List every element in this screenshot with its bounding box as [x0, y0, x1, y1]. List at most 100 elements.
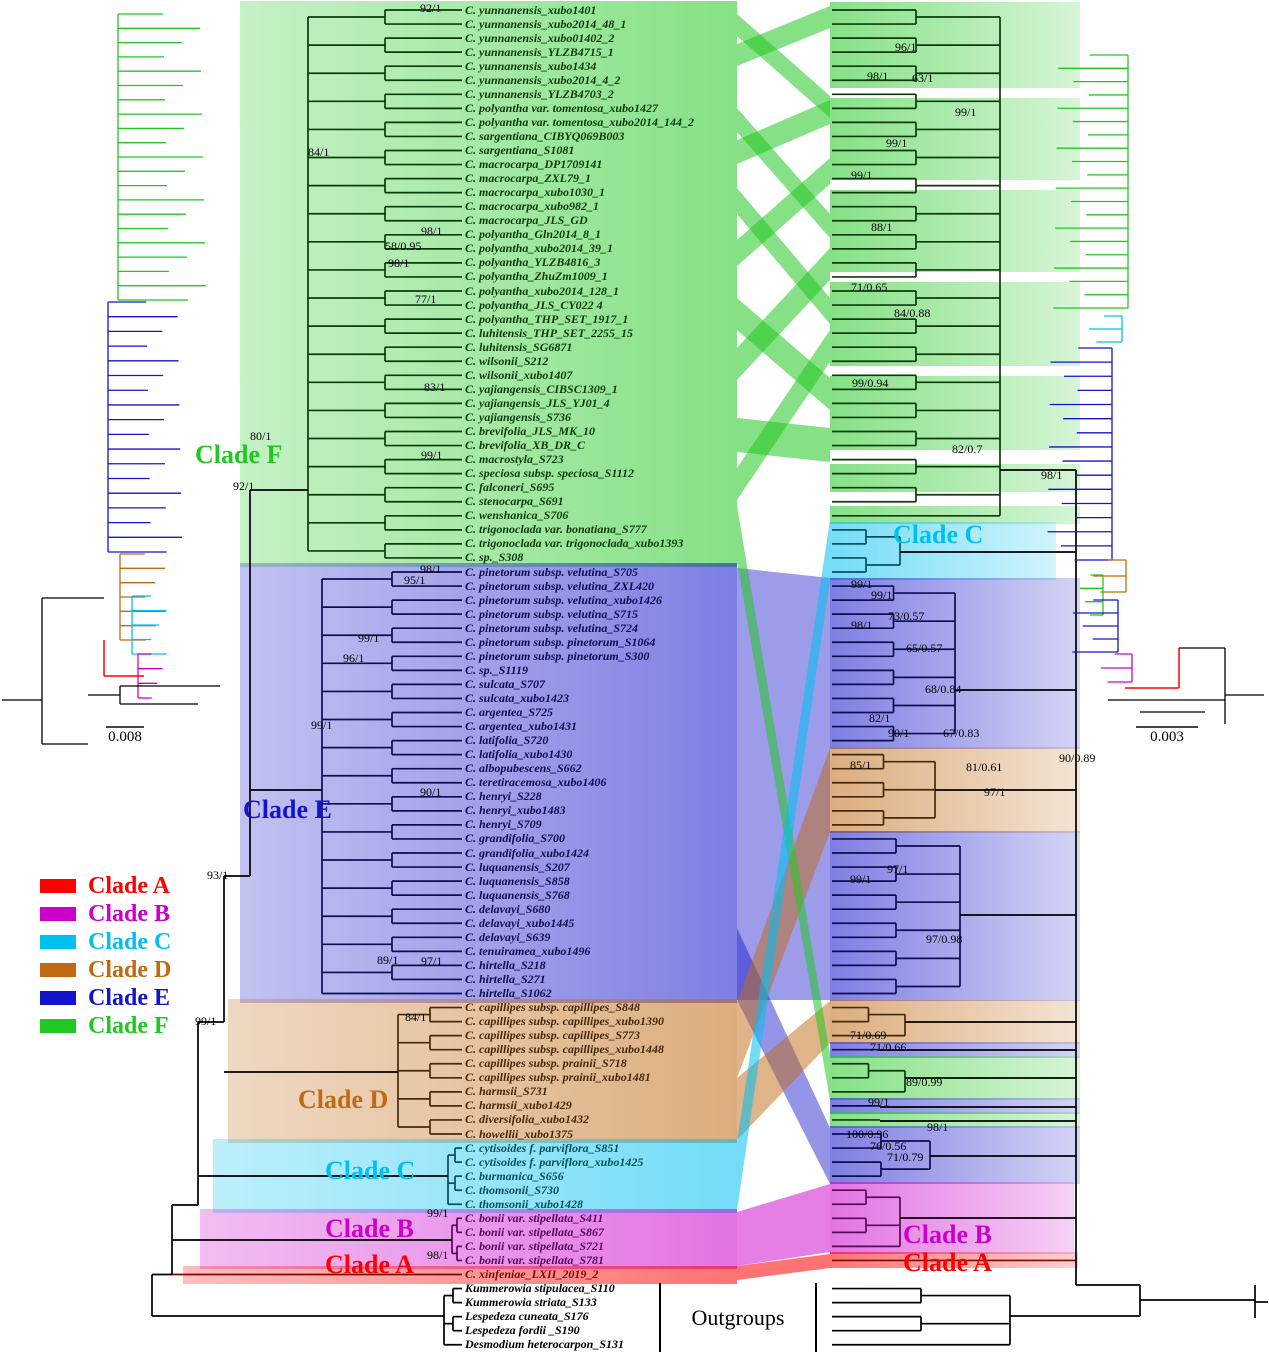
clade-band — [830, 830, 1080, 1002]
support-value: 97/0.98 — [926, 932, 963, 946]
band-gap — [830, 88, 1080, 98]
taxon-label: C. sargentiana_CIBYQ069B003 — [465, 128, 625, 143]
taxon-label: C. howellii_xubo1375 — [465, 1126, 574, 1141]
taxon-label: C. yajiangensis_CIBSC1309_1 — [465, 381, 618, 396]
taxon-label: C. falconeri_S695 — [465, 480, 555, 495]
connector-ribbon — [737, 14, 830, 118]
taxon-label: C. yunnanensis_YLZB4703_2 — [465, 86, 614, 101]
taxon-label: C. luhitensis_THP_SET_2255_15 — [465, 325, 634, 340]
support-value: 97/1 — [421, 954, 443, 968]
taxon-label: C. polyantha_THP_SET_1917_1 — [465, 311, 629, 326]
clade-label: Clade B — [903, 1220, 992, 1249]
support-value: 96/1 — [895, 40, 917, 54]
connector-ribbon — [737, 520, 830, 1210]
taxon-label: C. macrocarpa_JLS_GD — [465, 213, 588, 228]
taxon-label: C. henryi_xubo1483 — [465, 803, 566, 818]
clade-label: Clade A — [903, 1248, 992, 1277]
support-value: 99/1 — [850, 872, 872, 886]
scale-bar-value: 0.008 — [108, 729, 142, 745]
support-value: 99/1 — [955, 105, 977, 119]
taxon-label: C. sp._S1119 — [465, 662, 529, 677]
taxon-label: C. wilsonii_xubo1407 — [465, 367, 573, 382]
taxon-label: C. grandifolia_S700 — [465, 831, 566, 846]
support-value: 98/1 — [851, 618, 873, 632]
support-value: 65/0.57 — [906, 641, 943, 655]
legend-swatch — [40, 935, 76, 949]
taxon-label: C. yunnanensis_YLZB4715_1 — [465, 44, 614, 59]
taxon-label: C. latifolia_S720 — [465, 733, 549, 748]
scale-bar-value: 0.003 — [1150, 729, 1184, 745]
taxon-label: C. capillipes subsp. capillipes_S773 — [465, 1028, 641, 1043]
taxon-label: C. henryi_S709 — [465, 817, 542, 832]
clade-band — [830, 1055, 1080, 1100]
support-value: 93/1 — [207, 868, 229, 882]
taxon-label: Desmodium heterocarpon_S131 — [465, 1337, 625, 1352]
taxon-label: C. delavayi_xubo1445 — [465, 915, 575, 930]
taxon-label: C. pinetorum subsp. velutina_S724 — [465, 620, 639, 635]
taxon-label: C. capillipes subsp. capillipes_S848 — [465, 1000, 641, 1015]
support-value: 99/1 — [868, 1095, 890, 1109]
taxon-label: C. bonii var. stipellata_S867 — [465, 1224, 605, 1239]
connector-ribbon — [737, 100, 830, 164]
taxon-label: C. macrocarpa_DP1709141 — [465, 157, 603, 172]
connector-ribbon — [737, 248, 830, 380]
support-value: 88/1 — [871, 220, 893, 234]
outgroups-bracket: Outgroups — [659, 1283, 817, 1352]
support-value: 98/1 — [388, 256, 410, 270]
taxon-label: C. polyantha_ZhuZm1009_1 — [465, 269, 608, 284]
taxon-label: C. hirtella_S1062 — [465, 986, 552, 1000]
support-value: 84/0.88 — [894, 306, 931, 320]
taxon-label: C. hirtella_S271 — [465, 971, 546, 986]
legend-label: Clade D — [88, 956, 172, 983]
clade-band — [830, 1126, 1080, 1185]
taxon-label: C. burmanica_S656 — [465, 1168, 564, 1183]
taxon-label: C. hirtella_S218 — [465, 957, 546, 972]
taxon-label: Lespedeza fordii _S190 — [465, 1323, 580, 1338]
connector-ribbon — [737, 188, 830, 324]
taxon-label: C. argentea_xubo1431 — [465, 719, 578, 734]
taxon-label: C. cytisoides f. parviflora_S851 — [465, 1140, 620, 1155]
support-value: 99/1 — [311, 718, 333, 732]
connector-ribbon — [737, 568, 830, 1000]
taxon-label: C. sulcata_S707 — [465, 676, 546, 691]
taxon-label: C. yunnanensis_xubo2014_4_2 — [465, 72, 621, 87]
support-value: 98/1 — [927, 1120, 949, 1134]
support-value: 99/1 — [871, 588, 893, 602]
taxon-label: C. polyantha_xubo2014_128_1 — [465, 283, 620, 298]
connector-ribbon — [737, 1001, 830, 1140]
taxon-label: C. bonii var. stipellata_S721 — [465, 1238, 605, 1253]
taxon-label: C. polyantha_YLZB4816_3 — [465, 255, 601, 270]
taxon-label: C. polyantha var. tomentosa_xubo1427 — [465, 100, 659, 115]
support-value: 96/1 — [343, 651, 365, 665]
legend-label: Clade E — [88, 984, 171, 1011]
taxon-label: C. thomsonii_S730 — [465, 1182, 560, 1197]
support-value: 97/1 — [887, 862, 909, 876]
support-value: 83/1 — [424, 380, 446, 394]
taxon-label: C. luquanensis_S768 — [465, 887, 570, 902]
taxon-label: C. polyantha_JLS_CY022 4 — [465, 297, 603, 312]
legend-item: Clade E — [40, 984, 171, 1012]
legend-label: Clade F — [88, 1012, 169, 1039]
taxon-label: C. yajiangensis_JLS_YJ01_4 — [465, 395, 610, 410]
legend-item: Clade C — [40, 928, 171, 956]
taxon-label: C. pinetorum subsp. pinetorum_S1064 — [465, 634, 656, 649]
connector-ribbon — [737, 330, 830, 500]
taxon-label: C. macrostyla_S723 — [465, 452, 564, 467]
taxon-label: C. harmsii_xubo1429 — [465, 1098, 572, 1113]
legend-swatch — [40, 963, 76, 977]
support-value: 90/1 — [420, 785, 442, 799]
support-value: 92/1 — [420, 1, 442, 15]
taxon-label: C. polyantha_Gln2014_8_1 — [465, 227, 602, 242]
support-value: 99/1 — [851, 168, 873, 182]
support-value: 90/1 — [888, 726, 910, 740]
support-value: 84/1 — [405, 1010, 427, 1024]
clade-label: Clade C — [893, 520, 984, 549]
clade-label: Clade A — [325, 1250, 414, 1279]
band-gap — [830, 450, 1080, 464]
taxon-label: C. yunnanensis_xubo01402_2 — [465, 30, 615, 45]
support-value: 81/0.61 — [966, 760, 1003, 774]
support-value: 99/1 — [421, 448, 443, 462]
taxon-label: C. brevifolia_XB_DR_C — [465, 438, 586, 453]
taxon-label: C. henryi_S228 — [465, 789, 542, 804]
taxon-label: C. wilsonii_S212 — [465, 353, 549, 368]
